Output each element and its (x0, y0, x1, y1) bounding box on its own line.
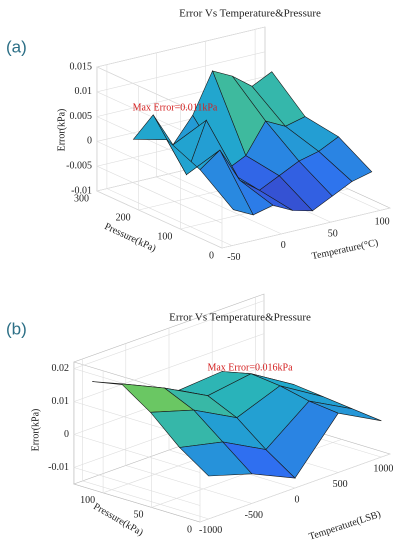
z-tick-label: 0.015 (70, 61, 93, 72)
surface-patch (199, 149, 254, 216)
grid-line (168, 328, 296, 489)
y-tick-label: 50 (134, 510, 144, 521)
x-tick-label: -1000 (199, 525, 222, 536)
annotation: Max Error=0.016kPa (207, 362, 293, 373)
x-tick-label: 1000 (373, 463, 393, 474)
x-tick-label: 50 (328, 228, 338, 239)
y-tick-label: 100 (80, 495, 95, 506)
y-tick-label: 0 (187, 524, 192, 535)
x-tick-label: -50 (227, 252, 240, 263)
grid-line (82, 358, 209, 520)
z-tick-label: 0.01 (52, 396, 70, 407)
z-axis-label: Error(kPa) (30, 409, 41, 452)
z-tick-label: 0.005 (70, 111, 93, 122)
x-tick-label: 500 (333, 479, 348, 490)
y-tick-label: 200 (116, 212, 131, 223)
panel-label: (b) (6, 319, 27, 338)
x-tick-label: -500 (245, 510, 263, 521)
x-axis-label: Temperature(°C) (311, 237, 380, 262)
x-tick-label: 0 (281, 240, 286, 251)
y-tick-label: 100 (157, 231, 172, 242)
annotation: Max Error=0.011kPa (133, 102, 218, 113)
x-axis-label: Temperatute(LSB) (308, 509, 383, 543)
z-tick-label: 0.02 (52, 363, 70, 374)
x-tick-label: 0 (295, 494, 300, 505)
z-axis-label: Error(kPa) (56, 109, 67, 152)
x-tick-label: 100 (375, 217, 390, 228)
surface-chart: -0.01 -0.005 0 0.005 0.01 0.015 -50 0 50 100 0 100 2… (6, 8, 391, 263)
z-tick-label: 0.01 (75, 86, 93, 97)
z-tick-label: -0.005 (66, 160, 92, 171)
z-tick-label: -0.01 (71, 185, 92, 196)
y-tick-label: 0 (209, 250, 214, 261)
z-tick-label: -0.01 (48, 462, 69, 473)
surface-patch (178, 441, 253, 477)
z-tick-label: 0 (87, 136, 92, 147)
y-tick-label: 300 (74, 193, 89, 204)
chart-title: Error Vs Temperature&Pressure (179, 8, 321, 20)
chart-title: Error Vs Temperature&Pressure (169, 312, 311, 324)
surface-chart: -0.01 0 0.01 0.02 -1000 -500 0 500 1000 0 50 100 Err… (6, 293, 393, 543)
panel-label: (a) (6, 37, 27, 56)
y-axis-label: Pressure(kPa) (103, 221, 158, 254)
grid-line (73, 333, 265, 440)
z-tick-label: 0 (64, 429, 69, 440)
